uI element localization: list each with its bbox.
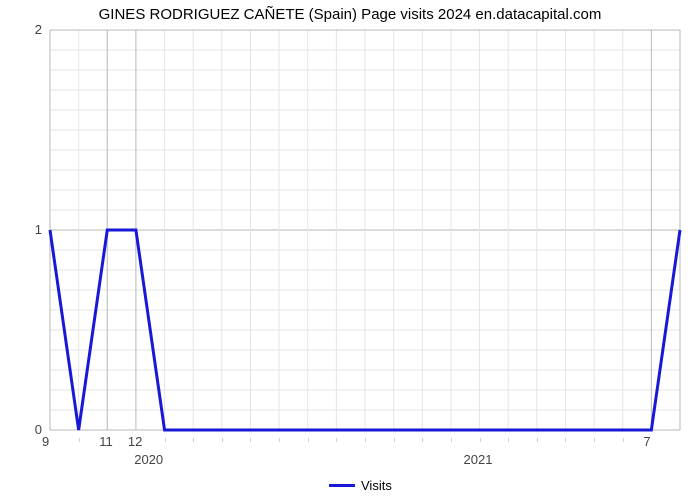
series-layer (50, 30, 680, 430)
x-tick-label: 12 (128, 434, 142, 449)
x-group-label: 2021 (464, 452, 493, 467)
x-minor-tick (394, 438, 395, 442)
x-minor-tick (537, 438, 538, 442)
x-tick-label: 11 (99, 434, 113, 449)
x-minor-tick (365, 438, 366, 442)
x-minor-tick (193, 438, 194, 442)
x-minor-tick (565, 438, 566, 442)
y-tick-label: 1 (35, 222, 42, 237)
legend-label: Visits (361, 478, 392, 493)
y-tick-label: 0 (35, 422, 42, 437)
x-minor-tick (623, 438, 624, 442)
x-tick-label: 9 (42, 434, 49, 449)
x-minor-tick (279, 438, 280, 442)
x-minor-tick (422, 438, 423, 442)
x-minor-tick (508, 438, 509, 442)
x-minor-tick (222, 438, 223, 442)
x-minor-tick (165, 438, 166, 442)
chart-container: GINES RODRIGUEZ CAÑETE (Spain) Page visi… (0, 0, 700, 500)
x-minor-tick (308, 438, 309, 442)
x-minor-tick (336, 438, 337, 442)
plot-area (50, 30, 680, 430)
chart-title: GINES RODRIGUEZ CAÑETE (Spain) Page visi… (0, 6, 700, 23)
y-tick-label: 2 (35, 22, 42, 37)
legend-swatch (329, 484, 355, 487)
x-minor-tick (480, 438, 481, 442)
x-tick-label: 7 (643, 434, 650, 449)
x-group-label: 2020 (134, 452, 163, 467)
x-minor-tick (594, 438, 595, 442)
legend: Visits (329, 478, 392, 493)
x-minor-tick (451, 438, 452, 442)
x-minor-tick (79, 438, 80, 442)
x-minor-tick (250, 438, 251, 442)
